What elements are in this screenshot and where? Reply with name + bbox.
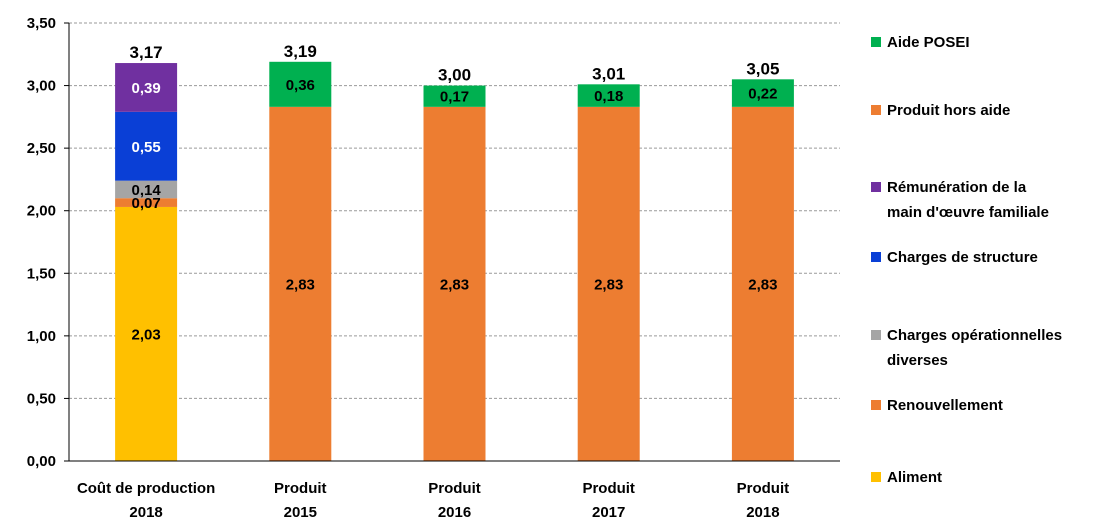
x-category-label: Produit 2017	[582, 480, 635, 521]
bar-segment-label: 2,83	[594, 276, 623, 293]
bar-stack: 2,83 0,18 3,01	[577, 64, 640, 462]
legend-label: Renouvellement	[887, 397, 1003, 414]
legend-item: Charges de structure	[871, 249, 1038, 266]
legend-marker	[871, 105, 881, 115]
legend-marker	[871, 330, 881, 340]
legend-item: Produit hors aide	[871, 102, 1010, 119]
bar-segment	[115, 198, 178, 207]
bar-segment-label: 0,17	[440, 89, 469, 106]
bar-segment	[577, 106, 640, 462]
legend-label: Charges de structure	[887, 249, 1038, 266]
legend-marker	[871, 252, 881, 262]
bar-segment	[269, 106, 332, 462]
bar-segment-label: 0,39	[131, 80, 160, 97]
legend-marker	[871, 400, 881, 410]
legend-label: Rémunération de la main d'œuvre familiale	[887, 179, 1049, 221]
legend-label: Aliment	[887, 469, 942, 486]
bar-segment	[731, 106, 794, 462]
y-tick-label: 0,50	[27, 390, 56, 407]
bar-segment-label: 0,22	[748, 86, 777, 103]
bar-total-label: 3,05	[746, 59, 779, 78]
bar-segment	[115, 111, 178, 181]
bar-segment-label: 0,07	[131, 195, 160, 212]
bar-segment	[423, 106, 486, 462]
x-axis-categories: Coût de production 2018 Produit 2015 Produit…	[77, 480, 789, 521]
axes	[68, 23, 840, 462]
bar-segment-label: 0,55	[131, 139, 160, 156]
bar-stack: 2,83 0,17 3,00	[423, 66, 486, 462]
legend-label: Charges opérationnelles diverses	[887, 327, 1062, 369]
legend-label: Aide POSEI	[887, 34, 970, 51]
x-category-label: Coût de production 2018	[77, 480, 215, 521]
bar-total-label: 3,01	[592, 64, 625, 83]
bar-stack: 2,83 0,22 3,05	[731, 59, 794, 462]
bar-segment	[423, 85, 486, 107]
y-tick-label: 2,50	[27, 140, 56, 157]
bar-segment	[731, 79, 794, 107]
bar-segment-label: 0,18	[594, 88, 623, 105]
y-tick-label: 2,00	[27, 203, 56, 220]
bar-segment	[115, 63, 178, 112]
bar-total-label: 3,19	[284, 42, 317, 61]
bar-segment-label: 0,36	[286, 77, 315, 94]
bar-segment-label: 2,83	[748, 276, 777, 293]
bar-segment	[577, 84, 640, 107]
bar-segment	[115, 206, 178, 461]
y-tick-label: 3,50	[27, 15, 56, 32]
y-tick-label: 3,00	[27, 78, 56, 95]
y-tick-label: 1,00	[27, 328, 56, 345]
bar-segment-label: 2,03	[131, 326, 160, 343]
legend-marker	[871, 182, 881, 192]
y-tick-label: 1,50	[27, 265, 56, 282]
bar-segment-label: 2,83	[286, 276, 315, 293]
x-category-label: Produit 2015	[274, 480, 327, 521]
legend-item: Aliment	[871, 469, 942, 486]
y-tick-label: 0,00	[27, 453, 56, 470]
bar-stack: 2,03 0,070,14 0,55 0,39 3,17	[115, 43, 178, 461]
legend-item: Aide POSEI	[871, 34, 970, 51]
legend-marker	[871, 37, 881, 47]
legend-marker	[871, 472, 881, 482]
legend-item: Renouvellement	[871, 397, 1003, 414]
legend-item: Rémunération de la main d'œuvre familiale	[871, 179, 1049, 221]
bar-total-label: 3,00	[438, 66, 471, 85]
y-axis-ticks: 0,00 0,50 1,00 1,50 2,00 2,50 3,00 3,50	[27, 15, 69, 470]
bar-total-label: 3,17	[130, 43, 163, 62]
legend-label: Produit hors aide	[887, 102, 1010, 119]
bar-segment-label: 2,83	[440, 276, 469, 293]
bar-segment-label: 0,14	[131, 182, 161, 199]
bar-segment	[269, 61, 332, 107]
bar-segment	[115, 180, 178, 199]
bars: 2,030,070,140,550,393,172,830,363,192,83…	[115, 42, 794, 462]
legend-item: Charges opérationnelles diverses	[871, 327, 1062, 369]
x-category-label: Produit 2018	[737, 480, 790, 521]
x-category-label: Produit 2016	[428, 480, 481, 521]
legend: Aide POSEI Produit hors aide Rémunération …	[871, 34, 1062, 486]
bar-stack: 2,83 0,36 3,19	[269, 42, 332, 462]
